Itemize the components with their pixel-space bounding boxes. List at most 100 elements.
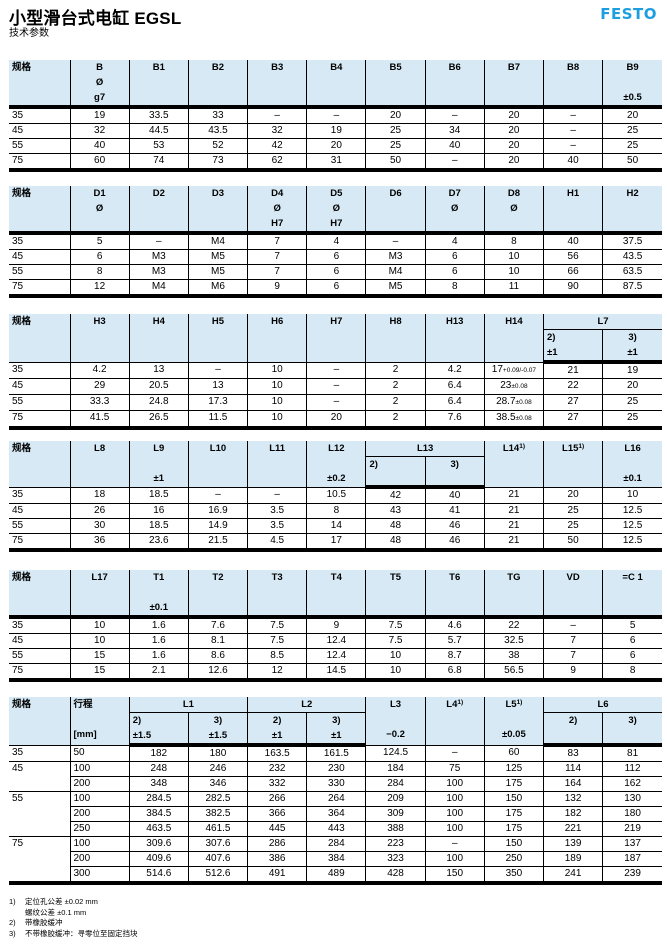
value-cell: 20 [542,486,604,504]
column-header: B6 [424,60,485,109]
value-cell: 33.3 [69,394,130,411]
value-cell: 409.6 [128,851,189,867]
value-cell: – [306,378,367,395]
column-header: 规格 [9,314,71,362]
spec-table-6: 规格 行程 [mm] L1 L2 L3 −0.2 L41) L51) ±0.05 L6 2) ±1.5 3… [9,697,662,885]
column-label: B3 [248,60,306,75]
stroke-cell: 50 [69,744,130,762]
value-cell: 282.5 [187,791,249,807]
spec-table-2: 规格 D1 Ø D2 D3 D4 Ø H7 D5 Ø H7 D6 D7 Ø D8 Ø H1 H2 35 5– M4 7 4–… [9,186,662,298]
value-cell: 6 [602,633,662,649]
stroke-cell: 200 [70,851,130,867]
column-header: 规格 [9,570,71,619]
column-label: B7 [485,60,543,75]
value-cell: 150 [424,866,485,885]
column-label-text: L14 [502,443,520,454]
value-cell: 100 [424,776,485,792]
value-cell: 239 [602,866,662,885]
table-row: 200 348 346 332 330 284 100 175 164 162 [9,776,662,792]
column-label-text: T2 [212,572,224,583]
value-cell: M4 [128,279,189,298]
column-label-text: D1 [93,188,106,199]
column-label-text: L17 [91,572,108,583]
value-cell: – [424,836,485,852]
value-cell: 175 [483,806,545,822]
value-cell: 5.7 [424,633,485,649]
column-label: H2 [603,186,662,201]
value-cell: – [187,486,249,504]
size-cell: 45 [9,123,71,139]
value-cell: 32 [69,123,130,139]
value-cell: 9 [247,279,308,298]
column-label-text: H14 [505,316,523,327]
header-subline: ±1 [627,347,638,358]
column-label-text: L12 [328,443,345,454]
value-cell: 386 [247,851,308,867]
table-row: 75 41.5 26.5 11.5 10 20 2 7.6 38.5±0.08 27 25 [9,410,662,430]
value-cell: 40 [424,138,485,154]
value-cell: 6.8 [424,663,485,682]
value-cell: 182 [542,806,604,822]
header-subline: ±0.5 [623,92,642,103]
column-label-text: L5 [505,699,517,710]
value-cell: 284.5 [128,791,189,807]
footnote-text: 定位孔公差 ±0.02 mm [25,897,98,906]
value-cell: 241 [542,866,604,885]
value-cell: 56.5 [483,663,545,682]
value-cell: – [306,361,367,379]
header-subline: 3) [628,715,637,726]
value-cell: 7.6 [187,616,249,634]
value-cell: 17 [306,533,367,552]
column-header: H5 [187,314,249,362]
value-cell: 10 [247,394,308,411]
size-cell: 75 [9,153,71,172]
cell-value: 38.5 [496,412,516,423]
value-cell: 40 [69,138,130,154]
column-label: 规格 [12,60,70,75]
value-cell: 10 [69,633,130,649]
value-cell: M5 [365,279,426,298]
column-label-text: T1 [153,572,165,583]
value-cell: 132 [542,791,604,807]
size-cell: 75 [9,836,71,885]
value-cell: – [424,106,485,124]
column-label-text: T5 [389,572,402,583]
value-cell: 16 [128,503,189,519]
column-label-text: L2 [301,699,313,710]
value-cell: 21.5 [187,533,249,552]
value-cell: M4 [187,232,249,250]
value-cell: 463.5 [128,821,189,837]
column-label: 规格 [12,570,70,585]
value-cell: – [424,744,485,762]
size-cell: 45 [9,503,71,519]
column-header: T1 ±0.1 [128,570,189,619]
value-cell: 8 [424,279,485,298]
size-cell: 75 [9,533,71,552]
table-row: 75 36 23.6 21.5 4.5 17 48 46 21 50 12.5 [9,533,662,552]
column-header: H6 [247,314,308,362]
column-label: H8 [366,314,424,329]
value-cell: 230 [306,761,367,777]
value-cell: 8.5 [247,648,308,664]
value-cell: 264 [306,791,367,807]
value-cell: 25 [542,518,604,534]
header-subline: 2) [132,715,142,726]
value-cell: 12.5 [602,518,662,534]
value-cell: 332 [247,776,308,792]
value-cell: 2 [365,394,426,411]
value-cell: 20 [602,106,662,124]
value-cell: 250 [483,851,545,867]
value-cell: 8 [306,503,367,519]
value-cell: M3 [128,264,189,280]
column-group-header: L7 [543,314,662,330]
value-cell: – [542,138,604,154]
cell-tolerance: ±0.08 [515,399,532,406]
value-cell: 74 [128,153,189,172]
value-cell: 42 [365,486,426,504]
column-label: D5 [307,186,365,201]
value-cell: M6 [187,279,249,298]
table-row: 45 29 20.5 13 10–2 6.4 23±0.08 22 20 [9,378,662,395]
table-row: 55 100 284.5 282.5 266 264 209 100 150 132 130 [9,791,662,837]
column-header: T4 [306,570,367,619]
column-label-text: D6 [389,188,402,199]
